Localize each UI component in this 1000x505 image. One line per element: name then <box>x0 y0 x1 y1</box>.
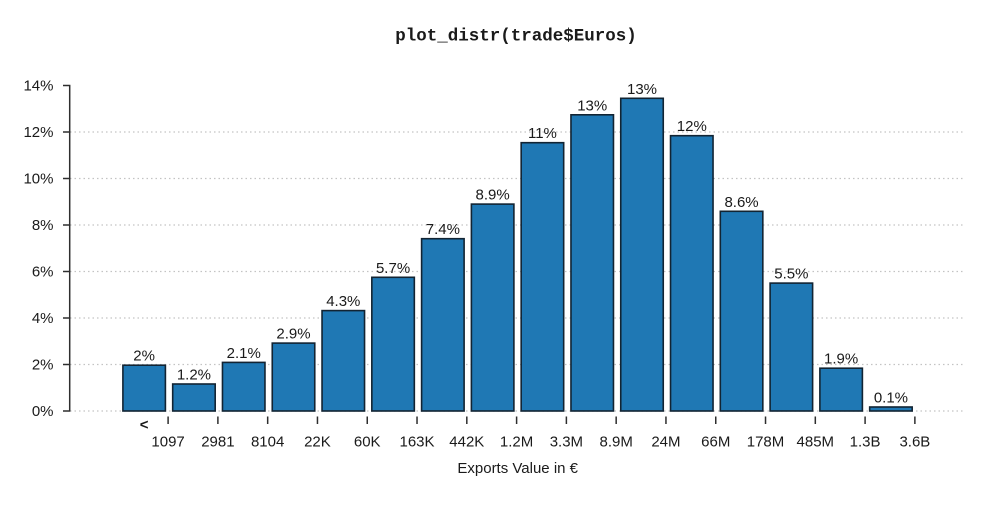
svg-text:plot_distr(trade$Euros): plot_distr(trade$Euros) <box>395 27 637 47</box>
svg-text:11%: 11% <box>528 125 557 142</box>
svg-text:4.3%: 4.3% <box>326 293 360 310</box>
svg-text:60K: 60K <box>354 434 381 451</box>
svg-text:442K: 442K <box>449 434 484 451</box>
svg-text:22K: 22K <box>304 434 331 451</box>
svg-text:0%: 0% <box>32 403 54 420</box>
svg-text:2%: 2% <box>32 357 54 374</box>
svg-text:1.2M: 1.2M <box>500 434 533 451</box>
svg-text:6%: 6% <box>32 264 54 281</box>
svg-text:1.3B: 1.3B <box>850 434 881 451</box>
svg-text:24M: 24M <box>651 434 680 451</box>
svg-text:10%: 10% <box>23 171 53 188</box>
svg-text:1.9%: 1.9% <box>824 351 858 368</box>
svg-text:12%: 12% <box>677 118 707 135</box>
svg-text:3.3M: 3.3M <box>550 434 583 451</box>
svg-text:8104: 8104 <box>251 434 284 451</box>
svg-text:0.1%: 0.1% <box>874 390 908 407</box>
svg-text:163K: 163K <box>400 434 435 451</box>
svg-text:13%: 13% <box>627 81 657 98</box>
svg-text:2%: 2% <box>133 348 155 365</box>
svg-text:5.7%: 5.7% <box>376 260 410 277</box>
svg-text:Exports Value in €: Exports Value in € <box>457 460 578 477</box>
svg-text:1.2%: 1.2% <box>177 367 211 384</box>
svg-text:8.6%: 8.6% <box>724 194 758 211</box>
svg-text:1097: 1097 <box>151 434 184 451</box>
svg-text:3.6B: 3.6B <box>899 434 930 451</box>
svg-text:66M: 66M <box>701 434 730 451</box>
svg-text:7.4%: 7.4% <box>426 221 460 238</box>
svg-text:2981: 2981 <box>201 434 234 451</box>
svg-text:5.5%: 5.5% <box>774 266 808 283</box>
svg-text:14%: 14% <box>23 78 53 95</box>
svg-text:485M: 485M <box>797 434 835 451</box>
svg-text:2.9%: 2.9% <box>276 326 310 343</box>
svg-text:<: < <box>140 416 149 433</box>
svg-text:8%: 8% <box>32 217 54 234</box>
svg-text:8.9M: 8.9M <box>599 434 632 451</box>
svg-text:4%: 4% <box>32 310 54 327</box>
svg-text:8.9%: 8.9% <box>476 187 510 204</box>
svg-text:12%: 12% <box>23 124 53 141</box>
svg-text:2.1%: 2.1% <box>227 345 261 362</box>
svg-text:178M: 178M <box>747 434 785 451</box>
svg-text:13%: 13% <box>577 97 607 114</box>
